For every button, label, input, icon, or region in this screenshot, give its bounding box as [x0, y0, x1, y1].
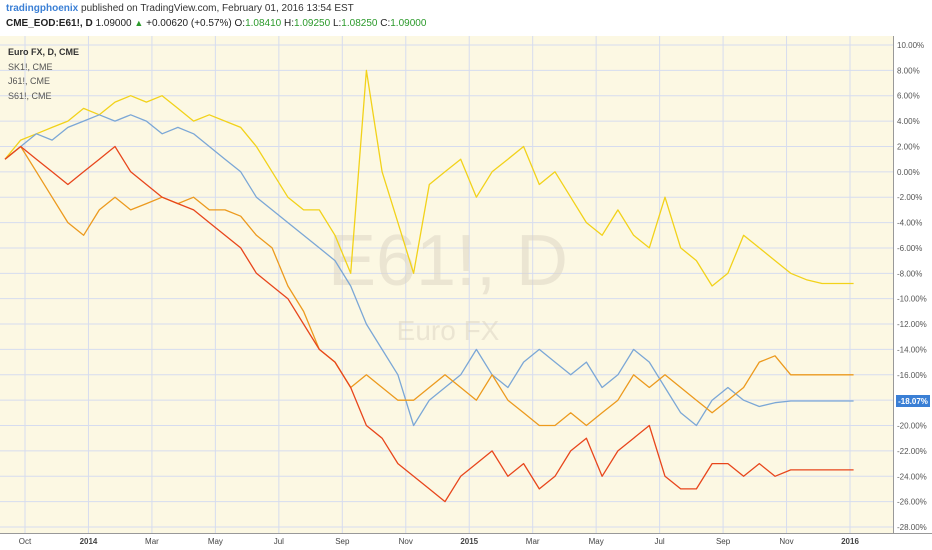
x-axis[interactable]: Oct 2014 Mar May Jul Sep Nov 2015 Mar May Jul Sep No… [19, 537, 860, 546]
open-value: 1.08410 [245, 18, 282, 29]
watermark-symbol: E61!, D [328, 221, 568, 301]
series-lines [4, 69, 854, 503]
y-tick-label: 10.00% [897, 41, 924, 50]
legend-item-s61[interactable]: S61!, CME [8, 90, 52, 101]
y-tick-label: -26.00% [897, 498, 927, 507]
watermark-name: Euro FX [397, 315, 500, 346]
open-label: O: [234, 18, 246, 29]
x-tick-label: 2015 [460, 537, 478, 546]
y-tick-label: -2.00% [897, 193, 922, 202]
y-tick-label: 4.00% [897, 117, 920, 126]
y-tick-label: -16.00% [897, 371, 927, 380]
x-tick-label: Mar [145, 537, 159, 546]
price-change: +0.00620 (+0.57%) [146, 18, 232, 29]
x-tick-label: Jul [274, 537, 284, 546]
close-label: C: [380, 18, 391, 29]
x-tick-label: Nov [399, 537, 413, 546]
y-tick-label: 2.00% [897, 142, 920, 151]
symbol-line: CME_EOD:E61!, D 1.09000 ▲ +0.00620 (+0.5… [6, 18, 426, 29]
close-value: 1.09000 [390, 18, 427, 29]
x-tick-label: Jul [654, 537, 664, 546]
x-tick-label: Sep [335, 537, 350, 546]
x-tick-label: 2014 [80, 537, 98, 546]
legend-item-sk1[interactable]: SK1!, CME [8, 61, 53, 72]
x-tick-label: Oct [19, 537, 32, 546]
y-tick-label: -10.00% [897, 295, 927, 304]
time-axis-divider [0, 533, 932, 534]
legend-main[interactable]: Euro FX, D, CME [8, 47, 80, 57]
y-tick-label: -28.00% [897, 523, 927, 532]
x-tick-label: Mar [526, 537, 540, 546]
y-tick-label: 0.00% [897, 168, 920, 177]
high-value: 1.09250 [294, 18, 331, 29]
y-tick-label: -20.00% [897, 422, 927, 431]
x-tick-label: Nov [779, 537, 793, 546]
published-text: published on TradingView.com, February 0… [78, 3, 354, 14]
last-price: 1.09000 [95, 18, 132, 29]
y-tick-label: 6.00% [897, 92, 920, 101]
series-line-yellow[interactable] [4, 69, 854, 287]
x-tick-label: Sep [716, 537, 731, 546]
y-tick-label: -6.00% [897, 244, 922, 253]
series-line-blue[interactable] [4, 114, 854, 427]
grid [0, 36, 893, 533]
y-tick-label: -4.00% [897, 219, 922, 228]
chart-header: tradingphoenix published on TradingView.… [0, 0, 932, 34]
y-tick-label: -22.00% [897, 447, 927, 456]
x-tick-label: May [208, 537, 223, 546]
high-label: H: [284, 18, 295, 29]
badge-bg [896, 395, 930, 407]
y-tick-label: 8.00% [897, 66, 920, 75]
y-tick-label: -24.00% [897, 472, 927, 481]
series-line-red[interactable] [4, 145, 854, 503]
legend-item-j61[interactable]: J61!, CME [8, 76, 51, 86]
y-tick-label: -8.00% [897, 269, 922, 278]
low-value: 1.08250 [341, 18, 378, 29]
series-line-orange[interactable] [4, 145, 854, 427]
x-tick-label: 2016 [841, 537, 859, 546]
legend: Euro FX, D, CME SK1!, CME J61!, CME S61!… [8, 45, 79, 103]
y-tick-label: -14.00% [897, 345, 927, 354]
symbol-label: CME_EOD:E61!, D [6, 18, 93, 29]
low-label: L: [332, 18, 342, 29]
publish-line: tradingphoenix published on TradingView.… [6, 3, 354, 14]
y-axis[interactable]: 10.00% 8.00% 6.00% 4.00% 2.00% 0.00% -2.00% -4.… [897, 41, 927, 532]
last-value-badge: -18.07% [896, 395, 930, 407]
axis-divider [893, 36, 894, 533]
author-link[interactable]: tradingphoenix [6, 3, 79, 14]
badge-text: -18.07% [898, 397, 928, 406]
x-tick-label: May [589, 537, 604, 546]
plot-area[interactable] [0, 36, 893, 533]
up-arrow-icon: ▲ [134, 18, 144, 28]
y-tick-label: -12.00% [897, 320, 927, 329]
